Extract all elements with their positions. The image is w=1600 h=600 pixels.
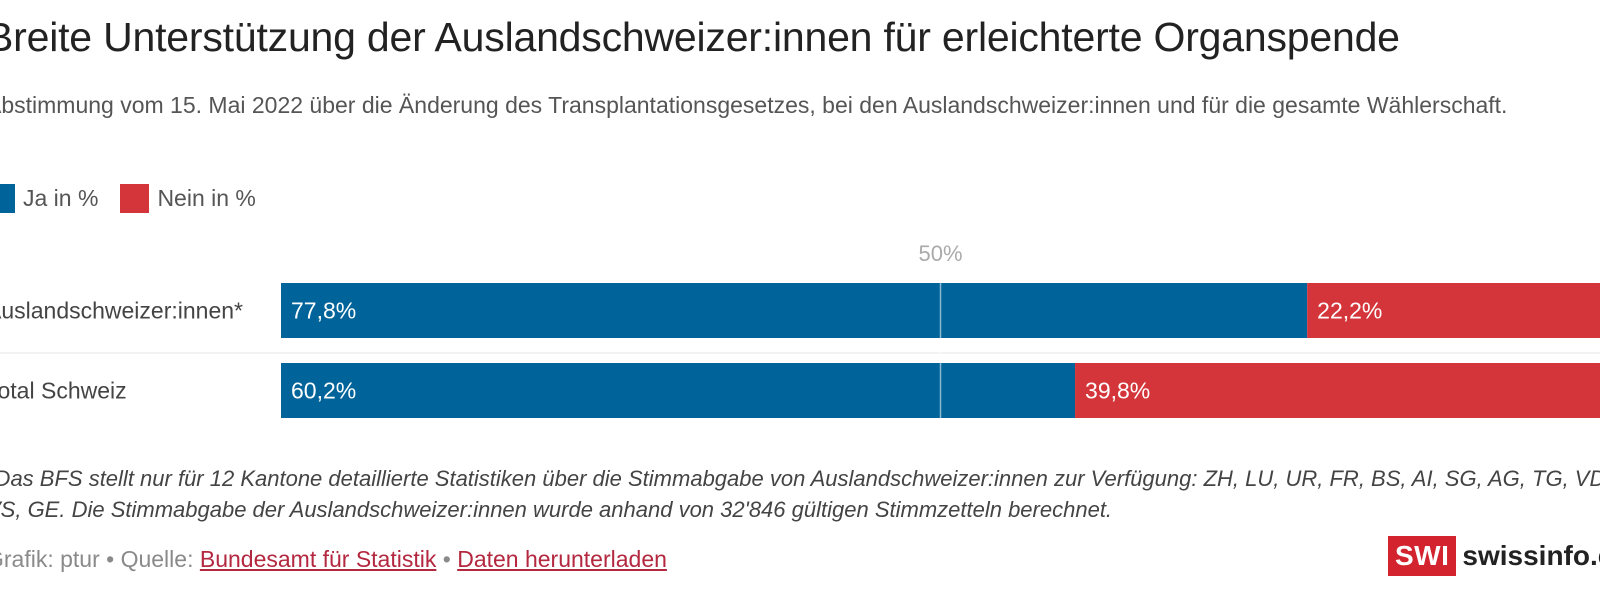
- credits-prefix: Grafik: ptur • Quelle:: [0, 546, 200, 572]
- category-label: Auslandschweizer:innen*: [0, 298, 243, 324]
- logo-text: swissinfo.ch: [1462, 540, 1600, 571]
- credits: Grafik: ptur • Quelle: Bundesamt für Sta…: [0, 546, 667, 573]
- data-label: 77,8%: [291, 298, 356, 324]
- reference-label: 50%: [918, 241, 962, 266]
- data-label: 60,2%: [291, 378, 356, 404]
- legend-item-ja: Ja in %: [0, 184, 98, 213]
- source-link[interactable]: Bundesamt für Statistik: [199, 546, 437, 572]
- bar-nein: [1307, 283, 1600, 338]
- bar-ja: [281, 363, 1076, 418]
- legend-swatch-ja: [0, 184, 15, 213]
- data-label: 22,2%: [1317, 298, 1382, 324]
- legend-label-nein: Nein in %: [157, 185, 256, 211]
- chart-subtitle: Abstimmung vom 15. Mai 2022 über die Änd…: [0, 92, 1508, 118]
- legend: Ja in % Nein in %: [0, 184, 278, 213]
- swissinfo-logo[interactable]: SWI swissinfo.ch: [1388, 536, 1600, 576]
- legend-item-nein: Nein in %: [120, 184, 256, 213]
- data-label: 39,8%: [1085, 378, 1150, 404]
- download-data-link[interactable]: Daten herunterladen: [457, 546, 667, 572]
- bar-ja: [281, 283, 1308, 338]
- footnote: *Das BFS stellt nur für 12 Kantone detai…: [0, 466, 1600, 522]
- legend-label-ja: Ja in %: [23, 185, 99, 211]
- category-label: Total Schweiz: [0, 378, 127, 404]
- legend-swatch-nein: [120, 184, 150, 213]
- bar-nein: [1075, 363, 1600, 418]
- chart-title: Breite Unterstützung der Auslandschweize…: [0, 14, 1400, 60]
- logo-badge: SWI: [1388, 536, 1457, 576]
- credits-separator: •: [436, 546, 458, 572]
- stacked-bar-chart: Auslandschweizer:innen* 77,8% 22,2% Total S…: [0, 241, 1600, 418]
